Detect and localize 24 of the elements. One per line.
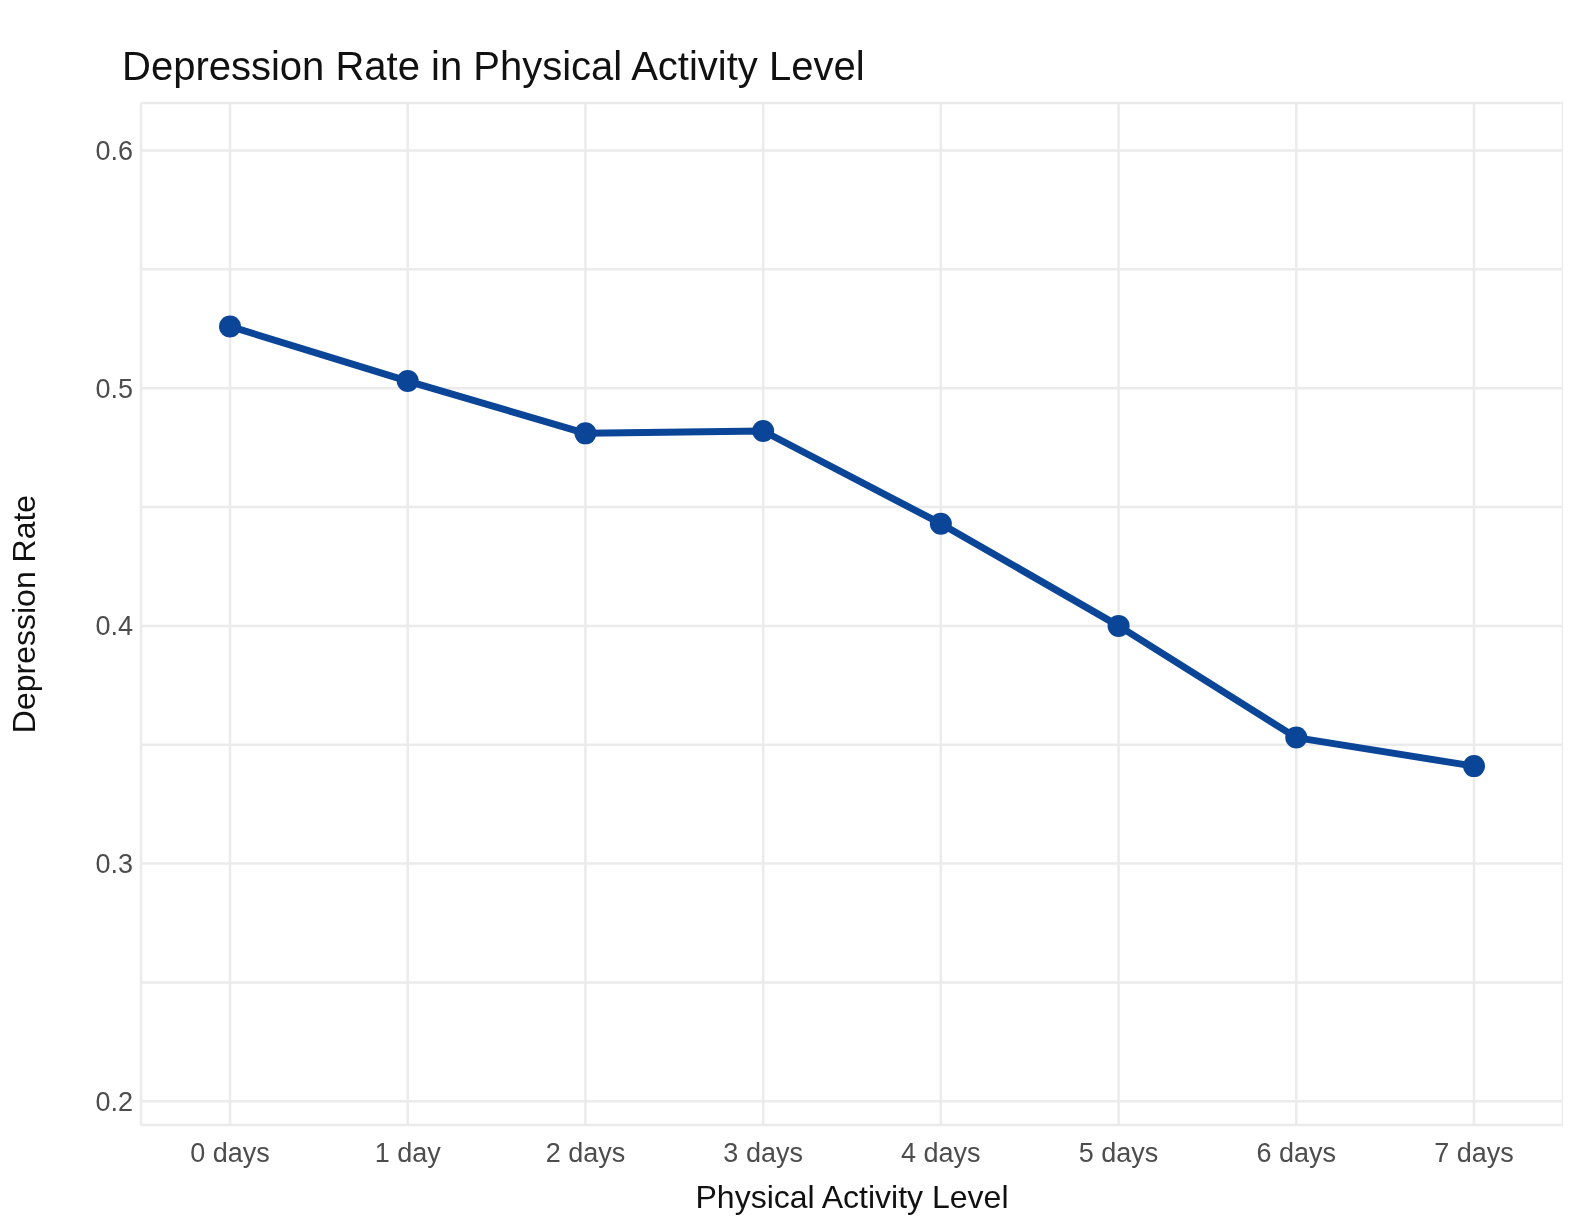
y-tick-label: 0.2 [95, 1086, 133, 1117]
point [574, 422, 597, 445]
y-tick-label: 0.3 [95, 849, 133, 880]
chart-title: Depression Rate in Physical Activity Level [122, 44, 865, 89]
x-axis-title: Physical Activity Level [695, 1179, 1009, 1215]
x-tick-label: 4 days [901, 1138, 981, 1169]
point [396, 370, 419, 393]
x-tick-label: 7 days [1434, 1138, 1514, 1169]
point [1285, 726, 1308, 749]
point [1107, 614, 1130, 637]
x-tick-label: 1 day [374, 1138, 442, 1169]
x-tick-label: 0 days [190, 1138, 270, 1169]
x-tick-label: 3 days [723, 1138, 803, 1169]
x-tick-label: 2 days [545, 1138, 626, 1169]
y-axis-title: Depression Rate [6, 494, 43, 734]
y-tick-label: 0.6 [95, 136, 133, 167]
point [929, 512, 952, 535]
y-tick-label: 0.5 [95, 373, 133, 404]
point [752, 419, 775, 442]
y-tick-label: 0.4 [95, 611, 133, 642]
point [1463, 755, 1485, 778]
x-tick-label: 6 days [1256, 1138, 1337, 1169]
point [219, 315, 241, 338]
x-tick-label: 5 days [1078, 1138, 1159, 1169]
